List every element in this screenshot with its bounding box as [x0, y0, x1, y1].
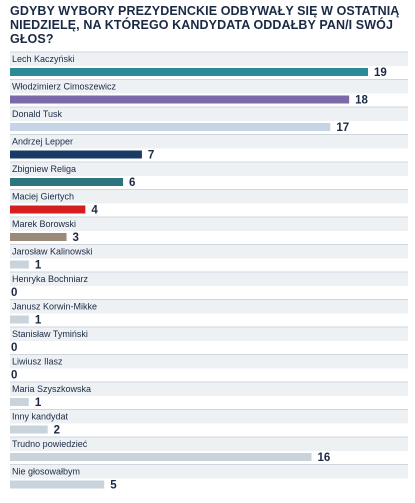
value-label: 7 [148, 150, 154, 162]
bar [10, 315, 29, 324]
row-band [10, 464, 408, 479]
row-band [10, 107, 408, 121]
row-band [10, 409, 408, 424]
value-label: 2 [54, 425, 60, 437]
row-band [10, 52, 408, 66]
value-label: 3 [73, 232, 79, 244]
row-band [10, 134, 408, 149]
value-label: 19 [374, 67, 387, 79]
category-label: Stanisław Tymiński [12, 329, 88, 339]
row-band [10, 354, 408, 369]
row-band [10, 189, 408, 204]
value-label: 18 [355, 95, 368, 107]
category-label: Maria Szyszkowska [12, 384, 91, 394]
chart-title: GDYBY WYBORY PREZYDENCKIE ODBYWAŁY SIĘ W… [10, 4, 400, 46]
value-label: 1 [35, 397, 42, 409]
bar [10, 123, 331, 131]
category-label: Trudno powiedzieć [12, 439, 88, 449]
bar [10, 398, 29, 406]
bar [10, 150, 142, 159]
row-band [10, 272, 408, 286]
bar [10, 480, 105, 489]
value-label: 6 [129, 177, 135, 189]
value-label: 4 [91, 205, 98, 217]
bar [10, 68, 368, 76]
row-band [10, 382, 408, 396]
category-label: Donald Tusk [12, 109, 63, 119]
bar [10, 233, 67, 241]
bar [10, 425, 48, 434]
bar [10, 178, 124, 186]
value-label: 17 [336, 122, 349, 134]
category-label: Nie głosowałbym [12, 467, 80, 477]
category-label: Jarosław Kalinowski [12, 247, 93, 257]
row-band [10, 244, 408, 259]
category-label: Andrzej Lepper [12, 137, 73, 147]
category-label: Włodzimierz Cimoszewicz [12, 82, 117, 92]
row-band [10, 299, 408, 314]
value-label: 0 [11, 342, 17, 354]
bar [10, 95, 350, 104]
row-band [10, 327, 408, 341]
value-label: 16 [317, 452, 330, 464]
bar [10, 453, 312, 461]
category-label: Maciej Giertych [12, 192, 74, 202]
category-label: Marek Borowski [12, 219, 76, 229]
value-label: 0 [11, 370, 17, 382]
row-band [10, 79, 408, 94]
row-band [10, 217, 408, 231]
bar [10, 260, 29, 269]
row-band [10, 162, 408, 176]
category-label: Inny kandydat [12, 412, 69, 422]
category-label: Liwiusz Ilasz [12, 357, 63, 367]
value-label: 0 [11, 287, 17, 299]
category-label: Zbigniew Religa [12, 164, 76, 174]
bar [10, 205, 86, 214]
category-label: Henryka Bochniarz [12, 274, 89, 284]
category-label: Janusz Korwin-Mikke [12, 302, 97, 312]
category-label: Lech Kaczyński [12, 54, 75, 64]
row-band [10, 437, 408, 451]
value-label: 1 [35, 315, 42, 327]
value-label: 1 [35, 260, 42, 272]
value-label: 5 [110, 480, 117, 492]
